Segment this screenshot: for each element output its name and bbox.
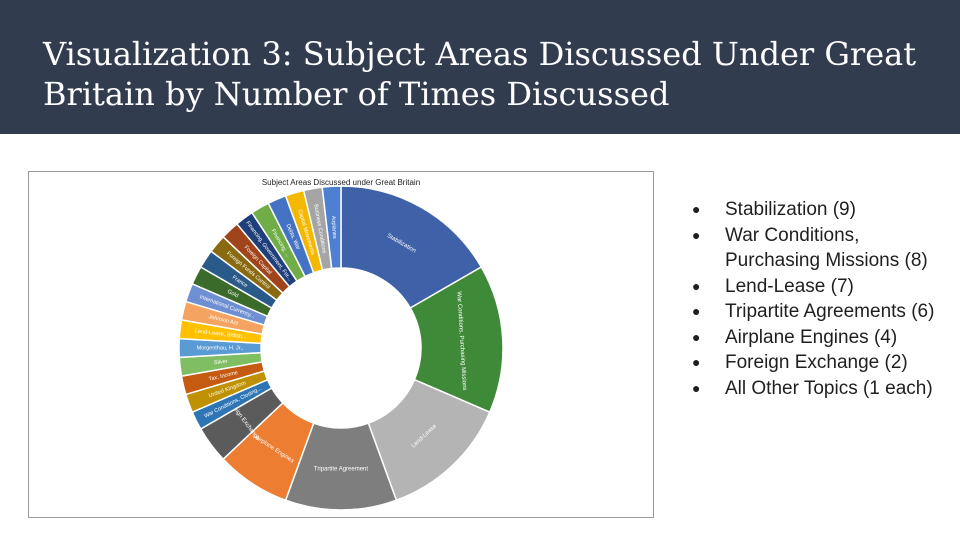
topic-count: (2) xyxy=(884,352,908,373)
bullet-icon: ● xyxy=(692,303,701,319)
topic-count: (8) xyxy=(904,250,928,271)
topic-label: Tripartite Agreements xyxy=(725,301,906,322)
donut-slice xyxy=(409,265,504,414)
topic-label: Stabilization xyxy=(725,199,828,220)
topic-count: (9) xyxy=(832,199,856,220)
slice-label: Tripartite Agreement xyxy=(314,467,368,473)
bullet-icon: ● xyxy=(692,226,701,243)
slice-label: War Conditions, Purchasing Missions xyxy=(455,291,467,390)
topic-list-item: ● Lend-Lease (7) xyxy=(690,274,950,300)
topic-label: Foreign Exchange xyxy=(725,352,880,373)
slice-label: Gold xyxy=(226,289,239,300)
chart-frame: Subject Areas Discussed under Great Brit… xyxy=(28,171,654,518)
topic-count: (1 each) xyxy=(862,377,933,399)
topic-label: All Other Topics xyxy=(725,377,858,399)
topic-list-item: ● War Conditions, Purchasing Missions (8) xyxy=(690,223,950,274)
slice-label: Silver xyxy=(214,359,229,367)
bullet-icon: ● xyxy=(692,201,701,217)
slice-label: Morgenthau, H. Jr., xyxy=(197,345,244,351)
topic-count: (7) xyxy=(830,275,854,297)
chart-title: Subject Areas Discussed under Great Brit… xyxy=(261,178,421,187)
topic-list-item: ● Airplane Engines (4) xyxy=(690,325,950,351)
topic-list-item: ● All Other Topics (1 each) xyxy=(690,376,950,402)
bullet-icon: ● xyxy=(692,277,701,294)
topic-count: (4) xyxy=(873,326,898,348)
bullet-icon: ● xyxy=(692,328,701,345)
topic-label: Lend-Lease xyxy=(725,275,826,297)
topic-label: War Conditions, Purchasing Missions xyxy=(725,224,900,272)
topic-list-item: ● Foreign Exchange (2) xyxy=(690,350,950,376)
bullet-icon: ● xyxy=(692,379,701,396)
title-bar: Visualization 3: Subject Areas Discussed… xyxy=(0,0,960,134)
topic-list-item: ● Stabilization (9) xyxy=(690,197,950,223)
donut-slice xyxy=(321,185,342,270)
topic-count: (6) xyxy=(911,301,935,322)
topic-label: Airplane Engines xyxy=(725,326,869,348)
topic-list-item: ● Tripartite Agreements (6) xyxy=(690,299,950,325)
bullet-icon: ● xyxy=(692,354,701,370)
slice-label: Airplanes xyxy=(330,216,337,239)
slide-title: Visualization 3: Subject Areas Discussed… xyxy=(43,35,917,113)
topic-list: ● Stabilization (9) ● War Conditions, Purch… xyxy=(690,197,950,401)
